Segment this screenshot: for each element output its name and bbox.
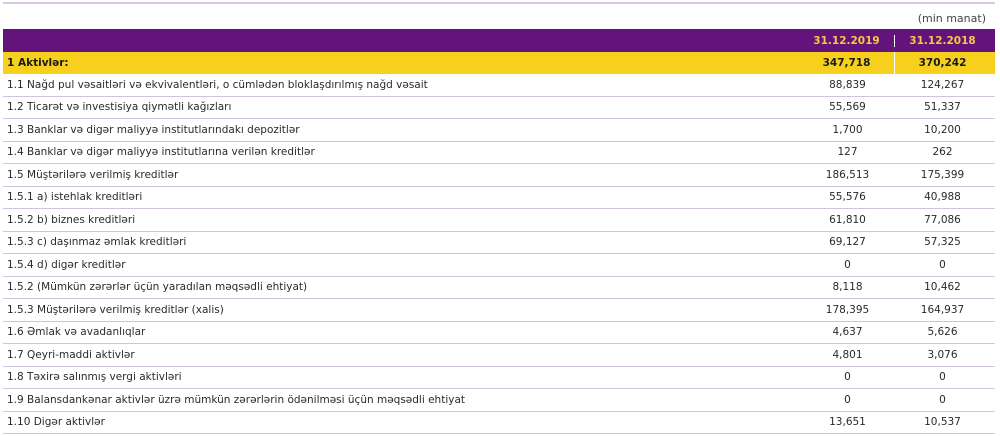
value-2019: 0 — [844, 371, 851, 384]
table-row: 1.5.1 a) istehlak kreditləri 55,576 40,988 — [3, 187, 995, 209]
table-row: 1.5.4 d) digər kreditlər 0 0 — [3, 254, 995, 277]
value-2018: 262 — [932, 146, 953, 159]
row-label: 1.5.2 (Mümkün zərərlər üçün yaradılan mə… — [7, 281, 308, 294]
table-row: 1.10 Digər aktivlər 13,651 10,537 — [3, 412, 995, 434]
value-2019: 4,637 — [832, 326, 863, 339]
balance-table: 31.12.2019 31.12.2018 1 Aktivlər: 347,71… — [3, 29, 995, 434]
table-row: 1.5.2 (Mümkün zərərlər üçün yaradılan mə… — [3, 277, 995, 299]
value-2019: 13,651 — [829, 416, 866, 429]
value-2018: 0 — [939, 371, 946, 384]
table-row: 1.4 Banklar və digər maliyyə institutlar… — [3, 142, 995, 164]
row-label: 1.4 Banklar və digər maliyyə institutlar… — [7, 146, 315, 159]
table-row: 1.2 Ticarət və investisiya qiymətli kağı… — [3, 97, 995, 119]
value-2018: 5,626 — [927, 326, 958, 339]
row-label: 1.5.3 Müştərilərə verilmiş kreditlər (xa… — [7, 303, 224, 316]
value-2019: 0 — [844, 393, 851, 406]
top-divider — [3, 2, 995, 4]
table-row: 1.1 Nağd pul vəsaitləri və ekvivalentlər… — [3, 74, 995, 97]
table-row: 1.7 Qeyri-maddi aktivlər 4,801 3,076 — [3, 344, 995, 367]
row-label: 1.5 Müştərilərə verilmiş kreditlər — [7, 168, 179, 181]
table-row: 1.8 Təxirə salınmış vergi aktivləri 0 0 — [3, 367, 995, 389]
table-row: 1.5.3 Müştərilərə verilmiş kreditlər (xa… — [3, 299, 995, 322]
row-label: 1.5.1 a) istehlak kreditləri — [7, 191, 143, 204]
value-2018: 164,937 — [920, 303, 965, 316]
value-2018: 10,537 — [924, 416, 961, 429]
column-header-2018: 31.12.2018 — [909, 34, 976, 47]
row-label: 1.8 Təxirə salınmış vergi aktivləri — [7, 371, 182, 384]
value-2019: 1,700 — [832, 123, 863, 136]
value-2018: 0 — [939, 393, 946, 406]
total-2018: 370,242 — [918, 57, 967, 69]
value-2019: 0 — [844, 258, 851, 271]
value-2018: 57,325 — [924, 236, 961, 249]
row-label: 1.2 Ticarət və investisiya qiymətli kağı… — [7, 101, 232, 114]
row-label: 1.1 Nağd pul vəsaitləri və ekvivalentlər… — [7, 78, 428, 91]
table-row: 1.9 Balansdankənar aktivlər üzrə mümkün … — [3, 389, 995, 412]
row-label: 1.6 Əmlak və avadanlıqlar — [7, 326, 146, 339]
value-2018: 40,988 — [924, 191, 961, 204]
value-2018: 51,337 — [924, 101, 961, 114]
value-2019: 55,576 — [829, 191, 866, 204]
table-row: 1.5.2 b) biznes kreditləri 61,810 77,086 — [3, 209, 995, 232]
value-2019: 178,395 — [825, 303, 870, 316]
value-2019: 4,801 — [832, 348, 863, 361]
table-row: 1.5 Müştərilərə verilmiş kreditlər 186,51… — [3, 164, 995, 187]
value-2018: 10,462 — [924, 281, 961, 294]
total-label: 1 Aktivlər: — [7, 57, 69, 69]
row-label: 1.7 Qeyri-maddi aktivlər — [7, 348, 135, 361]
row-label: 1.9 Balansdankənar aktivlər üzrə mümkün … — [7, 393, 466, 406]
value-2018: 0 — [939, 258, 946, 271]
value-2018: 3,076 — [927, 348, 958, 361]
value-2019: 8,118 — [832, 281, 863, 294]
value-2019: 88,839 — [829, 78, 866, 91]
value-2019: 61,810 — [829, 213, 866, 226]
row-label: 1.10 Digər aktivlər — [7, 416, 105, 429]
total-row: 1 Aktivlər: 347,718 370,242 — [3, 52, 995, 74]
table-row: 1.6 Əmlak və avadanlıqlar 4,637 5,626 — [3, 322, 995, 344]
value-2018: 124,267 — [920, 78, 965, 91]
total-2019: 347,718 — [799, 52, 895, 74]
row-label: 1.5.3 c) daşınmaz əmlak kreditləri — [7, 236, 187, 249]
row-label: 1.5.2 b) biznes kreditləri — [7, 213, 136, 226]
value-2019: 127 — [837, 146, 858, 159]
column-header-2019: 31.12.2019 — [799, 34, 895, 47]
row-label: 1.3 Banklar və digər maliyyə institutlar… — [7, 123, 300, 136]
value-2018: 77,086 — [924, 213, 961, 226]
value-2019: 55,569 — [829, 101, 866, 114]
table-row: 1.3 Banklar və digər maliyyə institutlar… — [3, 119, 995, 142]
value-2018: 10,200 — [924, 123, 961, 136]
value-2019: 69,127 — [829, 236, 866, 249]
row-label: 1.5.4 d) digər kreditlər — [7, 258, 126, 271]
value-2019: 186,513 — [825, 168, 870, 181]
table-header: 31.12.2019 31.12.2018 — [3, 29, 995, 52]
table-row: 1.5.3 c) daşınmaz əmlak kreditləri 69,127… — [3, 232, 995, 254]
unit-label: (min manat) — [917, 12, 986, 25]
value-2018: 175,399 — [920, 168, 965, 181]
